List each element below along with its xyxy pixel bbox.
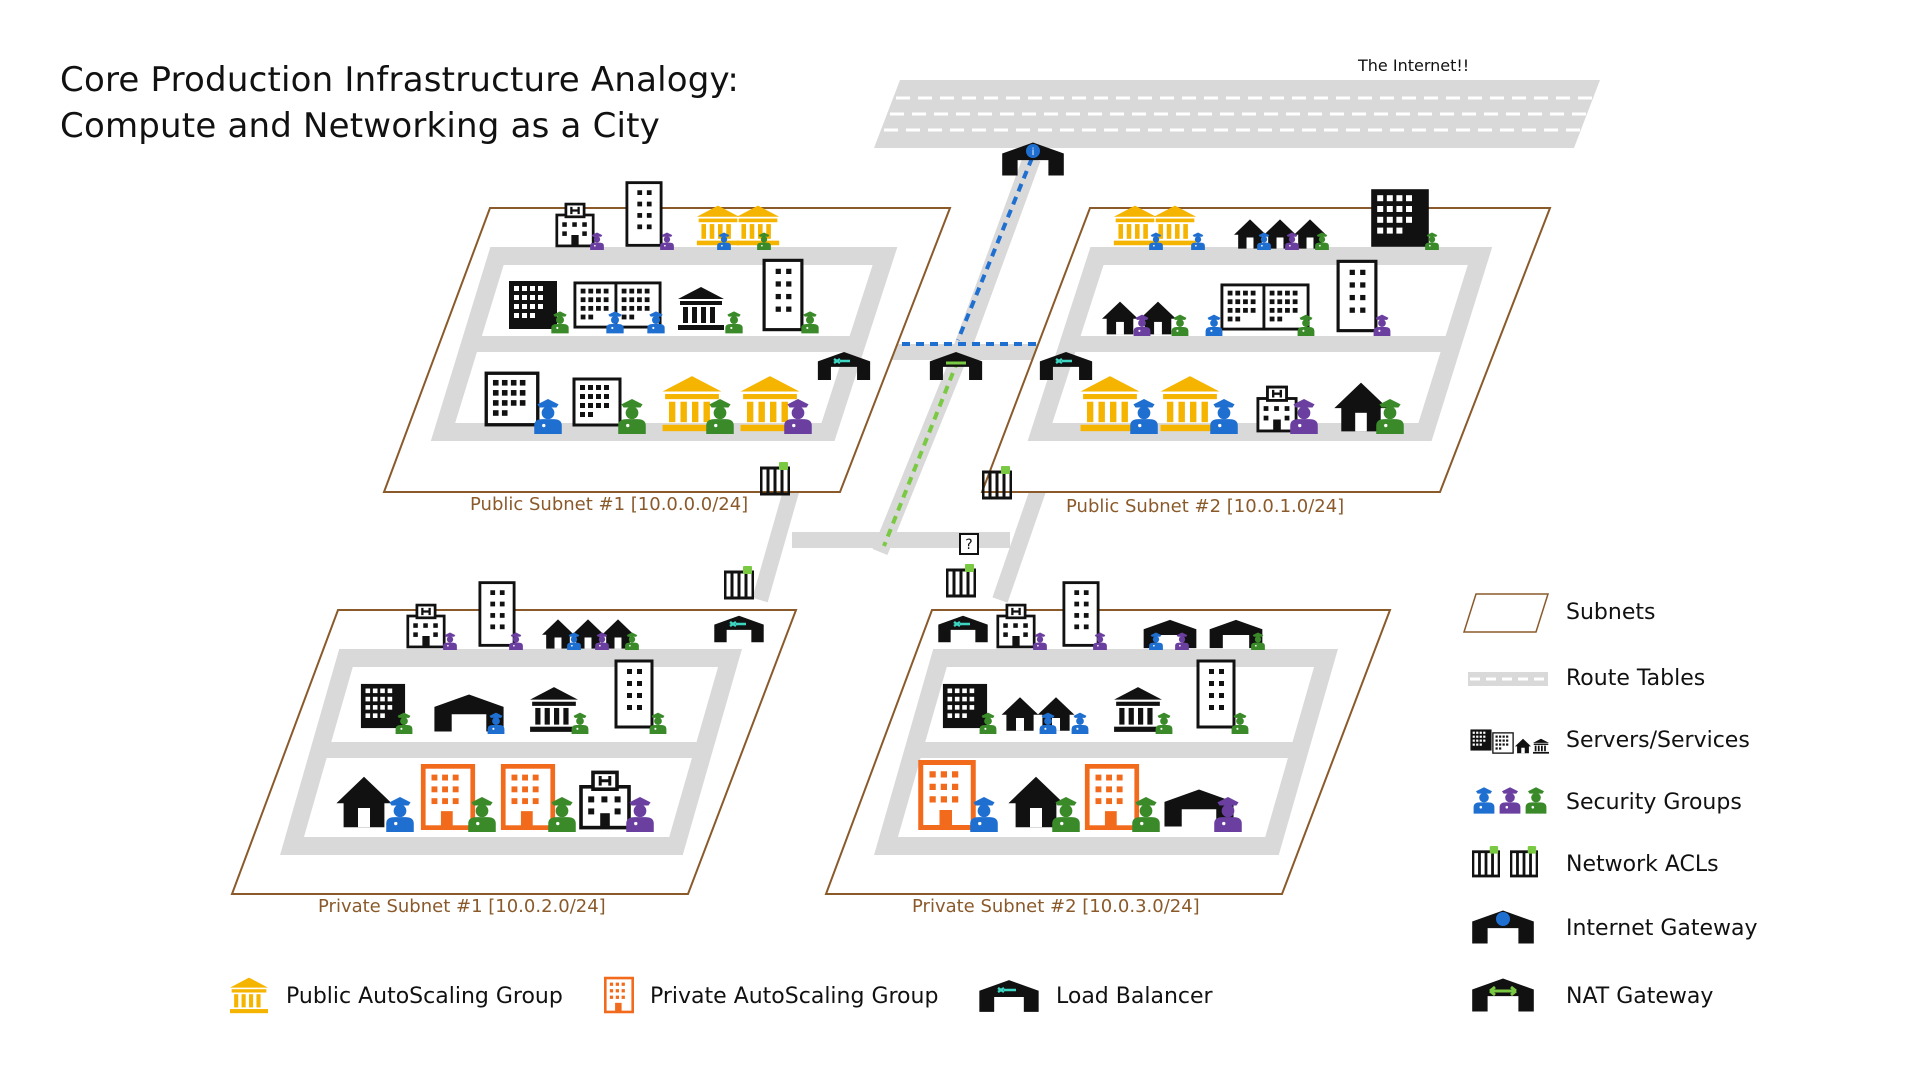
subnet-icon — [1462, 593, 1550, 633]
route-question-icon: ? — [959, 533, 979, 555]
subnet-label-private-1: Private Subnet #1 [10.0.2.0/24] — [318, 896, 606, 917]
subnet-label-public-1: Public Subnet #1 [10.0.0.0/24] — [470, 494, 749, 515]
load-balancer-private-1-icon — [714, 615, 764, 643]
legend-public-asg: Public AutoScaling Group — [286, 984, 563, 1009]
office-icon — [604, 976, 634, 1014]
subnet-public-2 — [980, 207, 1552, 493]
title-line-1: Core Production Infrastructure Analogy: — [60, 60, 740, 100]
nat-gateway-icon — [929, 352, 983, 380]
nat-gateway-path — [882, 359, 960, 547]
svg-text:?: ? — [965, 537, 972, 553]
route-table-icon — [1468, 672, 1548, 686]
buildings-icon — [1470, 729, 1549, 754]
legend-subnets: Subnets — [1566, 600, 1656, 625]
legend-internet-gateway: Internet Gateway — [1566, 916, 1758, 941]
svg-text:i: i — [1032, 147, 1035, 158]
temple-icon — [230, 977, 268, 1014]
internet-road — [874, 80, 1600, 148]
legend-right-icons — [1462, 593, 1550, 1012]
internet-gateway-path — [860, 157, 1090, 346]
legend-security-groups: Security Groups — [1566, 790, 1742, 815]
legend-nat-gateway: NAT Gateway — [1566, 984, 1714, 1009]
guards-icon — [1473, 787, 1547, 814]
legend-servers: Servers/Services — [1566, 728, 1750, 753]
legend-network-acls: Network ACLs — [1566, 852, 1719, 877]
subnet-private-2 — [824, 609, 1392, 895]
subnet-label-private-2: Private Subnet #2 [10.0.3.0/24] — [912, 896, 1200, 917]
internet-gateway-legend-icon — [1472, 910, 1534, 944]
load-balancer-public-1-icon — [817, 352, 871, 380]
nat-gateway-legend-icon — [1472, 978, 1534, 1012]
internet-label: The Internet!! — [1358, 56, 1470, 75]
gate-icon — [1472, 846, 1538, 878]
legend-private-asg: Private AutoScaling Group — [650, 984, 939, 1009]
legend-bottom-icons — [230, 976, 1039, 1014]
load-balancer-private-2-icon — [938, 615, 988, 643]
subnet-public-1 — [382, 207, 952, 493]
legend-load-balancer: Load Balancer — [1056, 984, 1213, 1009]
title-line-2: Compute and Networking as a City — [60, 106, 661, 146]
subnet-label-public-2: Public Subnet #2 [10.0.1.0/24] — [1066, 496, 1345, 517]
legend-route-tables: Route Tables — [1566, 666, 1706, 691]
internet-gateway-icon: i — [1002, 142, 1064, 176]
subnet-private-1 — [230, 609, 798, 895]
load-balancer-icon — [979, 980, 1039, 1012]
load-balancer-public-2-icon — [1039, 352, 1093, 380]
